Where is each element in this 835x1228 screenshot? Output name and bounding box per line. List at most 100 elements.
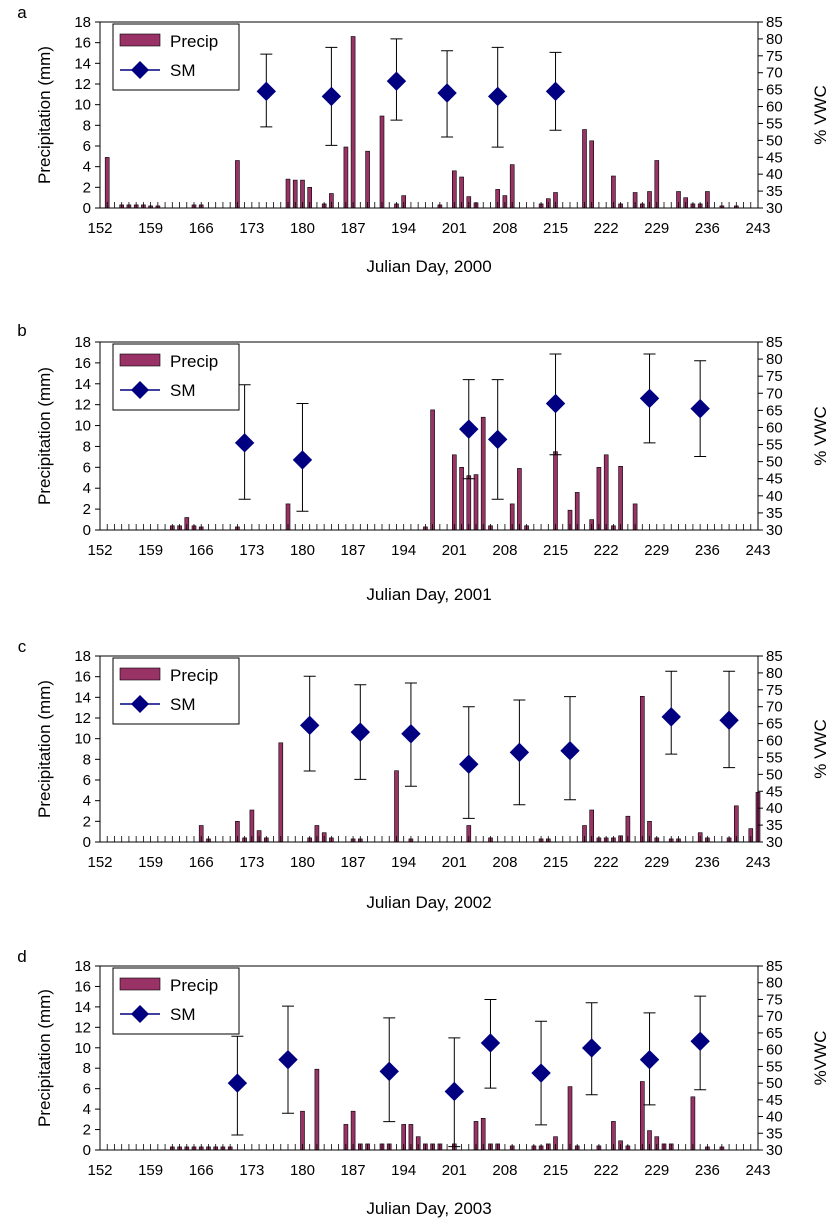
sm-point bbox=[545, 81, 566, 102]
x-tick-label: 229 bbox=[644, 220, 669, 237]
x-tick-label: 222 bbox=[594, 854, 619, 871]
y2-tick-label: 30 bbox=[766, 834, 783, 851]
y2-tick-label: 60 bbox=[766, 733, 783, 750]
y-tick-label: 4 bbox=[83, 480, 91, 497]
x-tick-label: 180 bbox=[290, 854, 315, 871]
x-tick-label: 243 bbox=[745, 220, 770, 237]
y2-tick-label: 55 bbox=[766, 749, 783, 766]
x-tick-label: 152 bbox=[87, 854, 112, 871]
precip-bar bbox=[104, 157, 110, 209]
y2-tick-label: 80 bbox=[766, 975, 783, 992]
x-tick-label: 201 bbox=[442, 220, 467, 237]
y-tick-label: 10 bbox=[74, 418, 91, 435]
x-tick-label: 194 bbox=[391, 542, 416, 559]
precip-bar bbox=[567, 1086, 573, 1151]
y2-tick-label: 40 bbox=[766, 1109, 783, 1126]
x-tick-label: 159 bbox=[138, 542, 163, 559]
x-tick-label: 159 bbox=[138, 1162, 163, 1179]
legend: Precip SM bbox=[112, 967, 240, 1035]
x-tick-label: 166 bbox=[189, 542, 214, 559]
legend-sm-marker bbox=[131, 695, 149, 713]
y2-axis-title: % VWC bbox=[811, 406, 830, 466]
precip-bar bbox=[350, 36, 356, 209]
y2-tick-label: 70 bbox=[766, 385, 783, 402]
y-tick-label: 2 bbox=[83, 1122, 91, 1139]
x-tick-label: 208 bbox=[492, 220, 517, 237]
y-tick-label: 12 bbox=[74, 76, 91, 93]
y-axis-title: Precipitation (mm) bbox=[35, 680, 54, 818]
panel-label: c bbox=[18, 637, 27, 656]
y2-tick-label: 85 bbox=[766, 14, 783, 31]
x-tick-label: 166 bbox=[189, 854, 214, 871]
x-tick-label: 187 bbox=[341, 854, 366, 871]
y2-tick-label: 50 bbox=[766, 132, 783, 149]
y2-tick-label: 85 bbox=[766, 334, 783, 351]
precip-bar bbox=[459, 466, 464, 531]
y-tick-label: 12 bbox=[74, 397, 91, 414]
precip-bar bbox=[235, 160, 240, 209]
y-axis-title: Precipitation (mm) bbox=[35, 46, 54, 184]
x-axis-title: Julian Day, 2001 bbox=[366, 585, 491, 604]
y2-tick-label: 40 bbox=[766, 488, 783, 505]
sm-point bbox=[234, 433, 255, 453]
x-axis-title: Julian Day, 2000 bbox=[366, 257, 491, 276]
x-tick-label: 222 bbox=[594, 1162, 619, 1179]
y-tick-label: 6 bbox=[83, 459, 91, 476]
sm-point bbox=[350, 722, 371, 742]
y-axis-title: Precipitation (mm) bbox=[35, 989, 54, 1127]
precip-bar bbox=[278, 742, 284, 843]
y2-tick-label: 75 bbox=[766, 682, 783, 699]
y2-axis-title: %VWC bbox=[811, 1031, 830, 1086]
x-tick-label: 208 bbox=[492, 542, 517, 559]
y-tick-label: 10 bbox=[74, 97, 91, 114]
y-tick-label: 14 bbox=[74, 999, 91, 1016]
precip-bar bbox=[553, 451, 558, 531]
y2-tick-label: 60 bbox=[766, 99, 783, 116]
y-tick-label: 10 bbox=[74, 731, 91, 748]
y2-tick-label: 85 bbox=[766, 648, 783, 665]
y2-tick-label: 50 bbox=[766, 1075, 783, 1092]
precip-bar bbox=[690, 1096, 696, 1151]
sm-point bbox=[444, 1081, 465, 1102]
sm-point bbox=[401, 724, 421, 744]
precip-bar bbox=[589, 140, 595, 209]
y-tick-label: 12 bbox=[74, 710, 91, 727]
x-tick-label: 201 bbox=[442, 854, 467, 871]
precip-bar bbox=[509, 164, 515, 209]
legend-sm-label: SM bbox=[170, 381, 196, 400]
sm-point bbox=[661, 707, 681, 727]
y-tick-label: 2 bbox=[83, 501, 91, 518]
precip-bar bbox=[473, 474, 479, 531]
legend-precip-label: Precip bbox=[170, 352, 218, 371]
y-tick-label: 0 bbox=[83, 522, 91, 539]
x-tick-label: 229 bbox=[644, 542, 669, 559]
precip-bar bbox=[379, 115, 385, 209]
x-tick-label: 201 bbox=[442, 1162, 467, 1179]
y2-tick-label: 50 bbox=[766, 766, 783, 783]
y-tick-label: 4 bbox=[83, 159, 91, 176]
plot-frame bbox=[99, 21, 759, 209]
x-tick-label: 222 bbox=[594, 542, 619, 559]
x-tick-label: 159 bbox=[138, 854, 163, 871]
y-axis-title: Precipitation (mm) bbox=[35, 367, 54, 505]
legend: Precip SM bbox=[112, 343, 240, 411]
y2-tick-label: 75 bbox=[766, 48, 783, 65]
x-tick-label: 208 bbox=[492, 1162, 517, 1179]
legend-sm-marker bbox=[131, 1005, 149, 1023]
precip-bar bbox=[430, 409, 435, 531]
y2-tick-label: 50 bbox=[766, 454, 783, 471]
y-tick-label: 10 bbox=[74, 1040, 91, 1057]
sm-point bbox=[581, 1038, 602, 1058]
plot-frame bbox=[99, 341, 759, 531]
y2-tick-label: 75 bbox=[766, 368, 783, 385]
sm-point bbox=[459, 754, 479, 774]
sm-point bbox=[545, 393, 566, 414]
y-tick-label: 6 bbox=[83, 1081, 91, 1098]
x-tick-label: 173 bbox=[239, 854, 264, 871]
x-tick-label: 152 bbox=[87, 542, 112, 559]
x-tick-label: 194 bbox=[391, 1162, 416, 1179]
x-tick-label: 215 bbox=[543, 542, 568, 559]
y-tick-label: 0 bbox=[83, 834, 91, 851]
sm-point bbox=[480, 1033, 501, 1053]
y2-tick-label: 35 bbox=[766, 817, 783, 834]
